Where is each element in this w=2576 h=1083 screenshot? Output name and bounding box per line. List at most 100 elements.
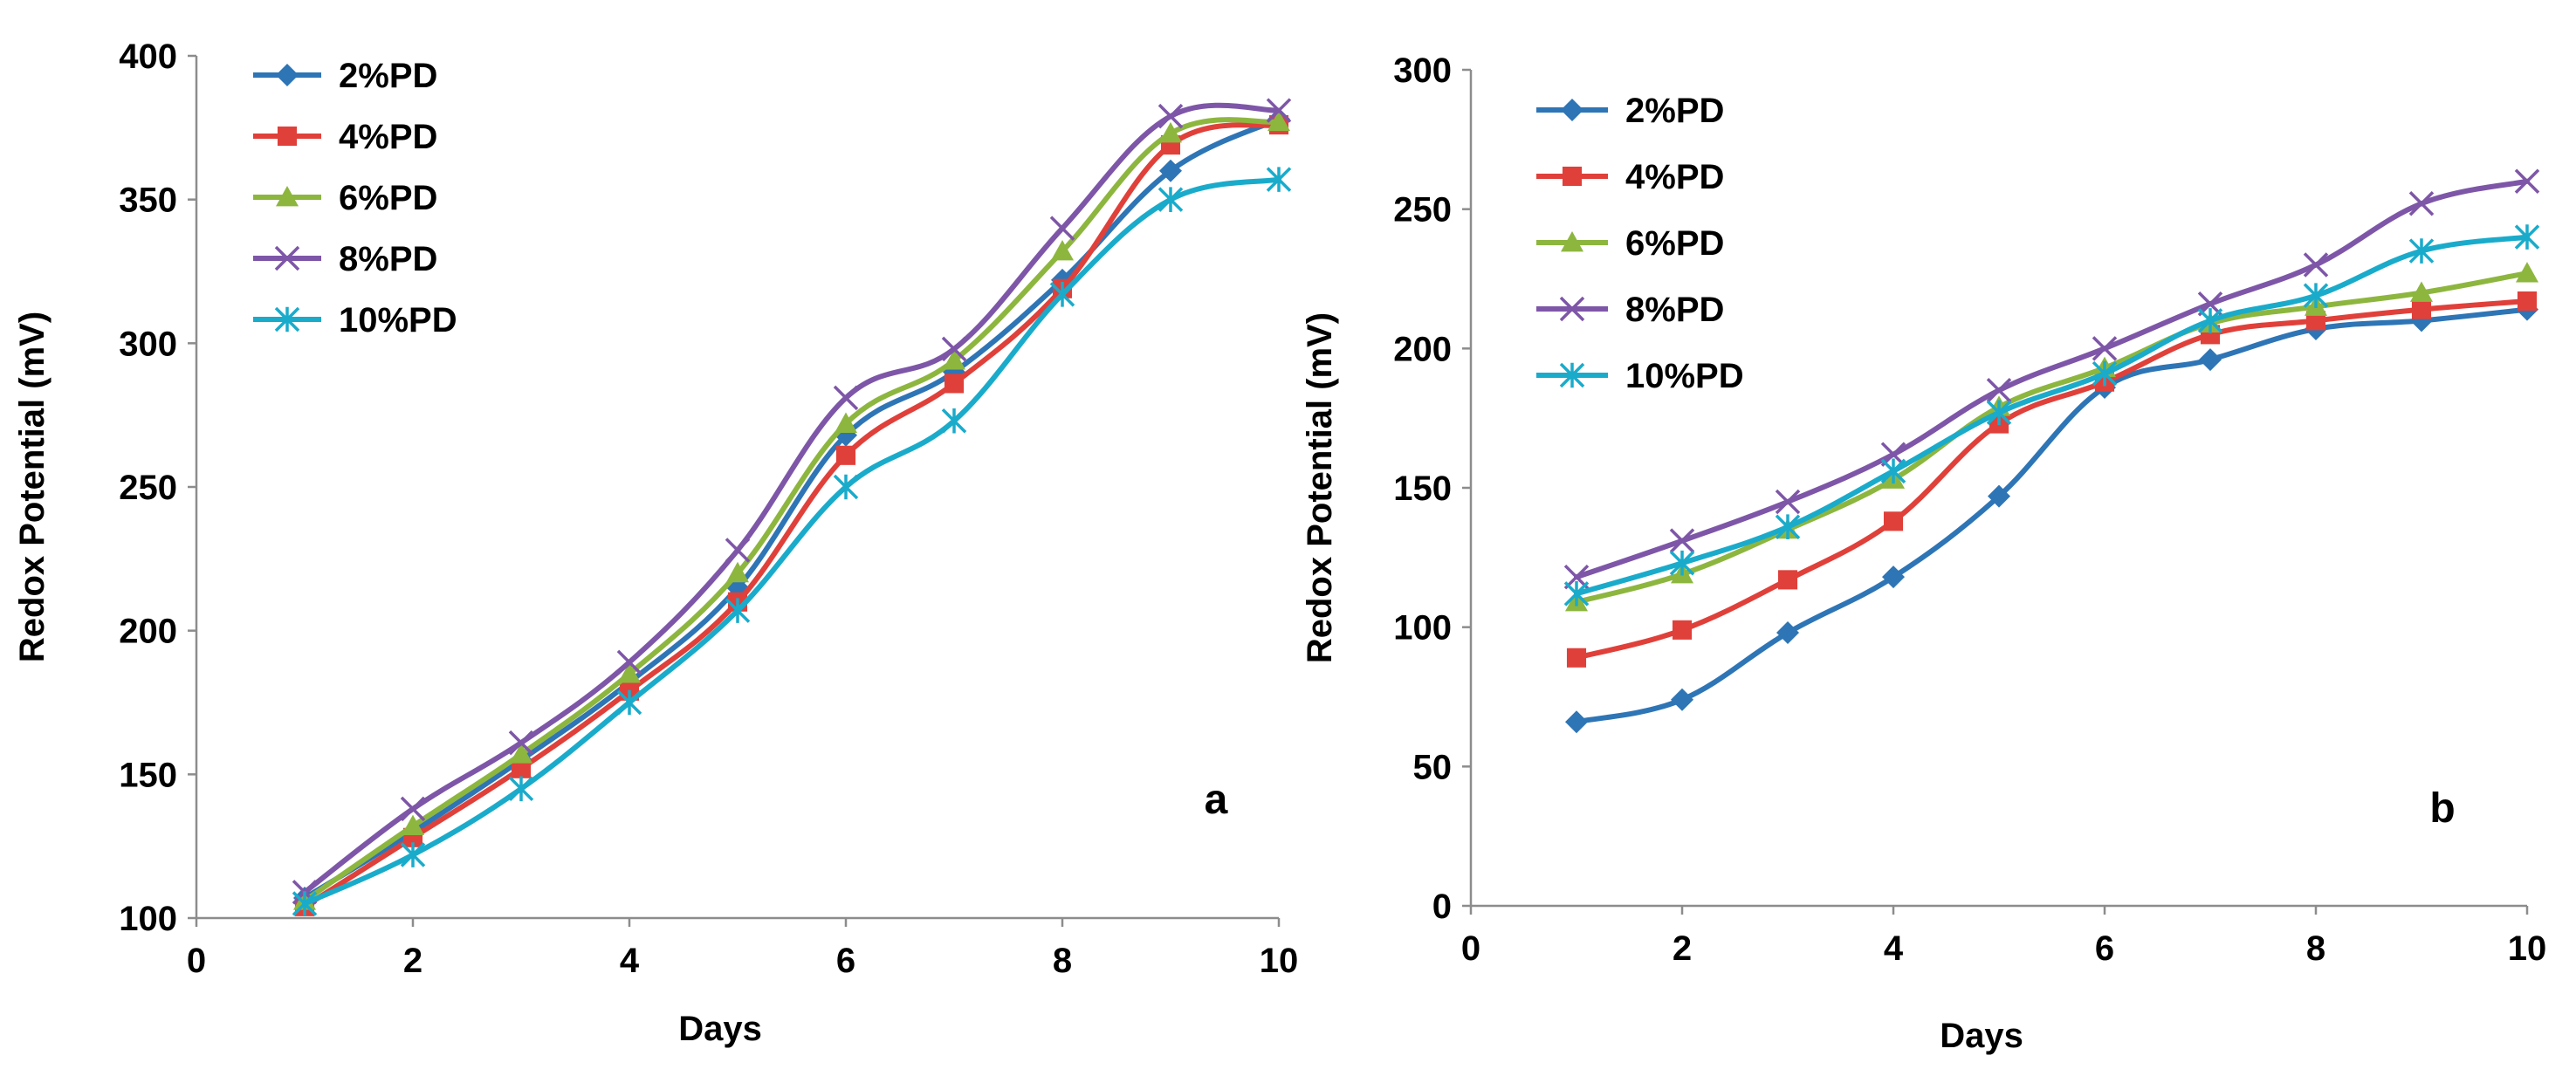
y-tick-label: 100 xyxy=(119,900,177,938)
data-point-8%PD xyxy=(1986,377,2012,403)
data-point-2%PD xyxy=(1882,565,1905,589)
data-point-8%PD xyxy=(1669,528,1695,553)
data-point-6%PD xyxy=(1051,239,1074,261)
y-tick-label: 50 xyxy=(1413,748,1453,786)
data-point-10%PD xyxy=(2092,360,2118,387)
data-point-6%PD xyxy=(2516,262,2538,283)
series-line-2%PD xyxy=(302,116,1281,901)
x-tick-label: 2 xyxy=(1673,929,1692,968)
y-tick-label: 150 xyxy=(119,756,177,794)
data-point-6%PD xyxy=(402,814,424,836)
data-point-8%PD xyxy=(616,649,642,675)
data-point-8%PD xyxy=(1775,489,1801,515)
data-point-8%PD xyxy=(2303,252,2329,278)
series-line-10%PD xyxy=(1574,234,2530,597)
x-tick-label: 8 xyxy=(1053,942,1072,980)
panel-label: b xyxy=(2429,785,2455,832)
legend-label-2%PD: 2%PD xyxy=(1625,92,1724,130)
data-point-4%PD xyxy=(511,758,532,778)
data-point-6%PD xyxy=(510,743,532,764)
data-point-8%PD xyxy=(725,538,751,563)
legend-marker-6%PD xyxy=(276,186,299,207)
legend-label-8%PD: 8%PD xyxy=(1625,291,1724,329)
y-tick-label: 250 xyxy=(119,469,177,507)
data-point-10%PD xyxy=(2197,308,2223,333)
y-tick-label: 100 xyxy=(1393,609,1452,648)
data-point-10%PD xyxy=(616,689,642,716)
series-line-4%PD xyxy=(302,122,1281,909)
data-point-8%PD xyxy=(1157,103,1184,129)
data-point-6%PD xyxy=(618,662,641,683)
data-point-6%PD xyxy=(1267,110,1290,132)
x-tick-label: 0 xyxy=(187,942,206,980)
data-point-8%PD xyxy=(2092,336,2118,361)
data-point-4%PD xyxy=(2305,311,2326,331)
data-point-4%PD xyxy=(2411,299,2432,319)
series-line-8%PD xyxy=(302,102,1281,895)
series-line-10%PD xyxy=(302,176,1281,907)
data-point-8%PD xyxy=(1049,216,1075,241)
data-point-8%PD xyxy=(1266,98,1292,123)
legend-marker-10%PD xyxy=(274,306,300,332)
series-line-6%PD xyxy=(302,117,1281,904)
x-axis-title: Days xyxy=(1940,1017,2023,1055)
x-tick-label: 10 xyxy=(2508,929,2547,968)
data-point-6%PD xyxy=(1159,121,1182,143)
data-point-8%PD xyxy=(941,336,967,362)
legend-label-8%PD: 8%PD xyxy=(339,240,437,278)
legend-label-2%PD: 2%PD xyxy=(339,57,437,95)
data-point-4%PD xyxy=(2517,291,2538,312)
data-point-8%PD xyxy=(508,730,534,756)
data-point-10%PD xyxy=(1049,282,1075,307)
legend-marker-8%PD xyxy=(274,245,300,271)
y-axis-title: Redox Potential (mV) xyxy=(1301,312,1339,663)
x-tick-label: 8 xyxy=(2306,929,2325,968)
series-line-2%PD xyxy=(1574,306,2530,725)
chart-panel-b: 0 50 100 150 200 250 300 0 2 4 6 8 10 Days Redox Poten… xyxy=(1301,51,2546,1055)
x-tick-label: 4 xyxy=(1884,929,1904,968)
data-point-4%PD xyxy=(1672,620,1693,640)
data-point-2%PD xyxy=(1988,484,2010,508)
data-point-10%PD xyxy=(833,474,859,500)
y-tick-label: 200 xyxy=(1393,330,1452,368)
data-point-10%PD xyxy=(1563,581,1590,607)
data-point-10%PD xyxy=(1986,400,2012,426)
data-point-8%PD xyxy=(833,385,859,411)
data-point-2%PD xyxy=(1671,688,1693,711)
data-point-4%PD xyxy=(944,374,965,394)
data-point-2%PD xyxy=(1565,710,1588,734)
legend-label-6%PD: 6%PD xyxy=(339,179,437,217)
x-tick-label: 2 xyxy=(403,942,422,980)
data-point-10%PD xyxy=(292,891,318,916)
x-tick-label: 4 xyxy=(620,942,640,980)
data-point-8%PD xyxy=(400,796,426,822)
legend-marker-2%PD xyxy=(276,64,299,86)
x-tick-label: 0 xyxy=(1461,929,1480,968)
data-point-4%PD xyxy=(1883,511,1904,531)
data-point-10%PD xyxy=(2303,283,2329,308)
data-point-2%PD xyxy=(1776,621,1799,645)
y-tick-label: 300 xyxy=(1393,51,1452,90)
data-point-2%PD xyxy=(1159,159,1182,182)
chart-panel-a: 100 150 200 250 300 350 400 0 2 4 6 8 10 Days Redox Po… xyxy=(13,38,1298,1048)
data-point-10%PD xyxy=(2514,224,2540,250)
data-point-10%PD xyxy=(508,776,534,802)
data-point-10%PD xyxy=(2408,238,2435,264)
y-tick-label: 200 xyxy=(119,613,177,651)
legend-label-4%PD: 4%PD xyxy=(1625,158,1724,196)
data-point-10%PD xyxy=(1669,550,1695,576)
legend-marker-4%PD xyxy=(277,126,298,147)
x-tick-label: 6 xyxy=(836,942,855,980)
legend-marker-2%PD xyxy=(1561,99,1583,121)
data-point-10%PD xyxy=(1157,187,1184,212)
legend-label-4%PD: 4%PD xyxy=(339,118,437,156)
data-point-4%PD xyxy=(835,445,856,465)
series-line-6%PD xyxy=(1574,271,2530,605)
data-point-10%PD xyxy=(725,598,751,623)
data-point-2%PD xyxy=(2199,348,2222,372)
data-point-6%PD xyxy=(726,561,749,583)
x-tick-label: 6 xyxy=(2095,929,2114,968)
y-tick-label: 300 xyxy=(119,325,177,363)
